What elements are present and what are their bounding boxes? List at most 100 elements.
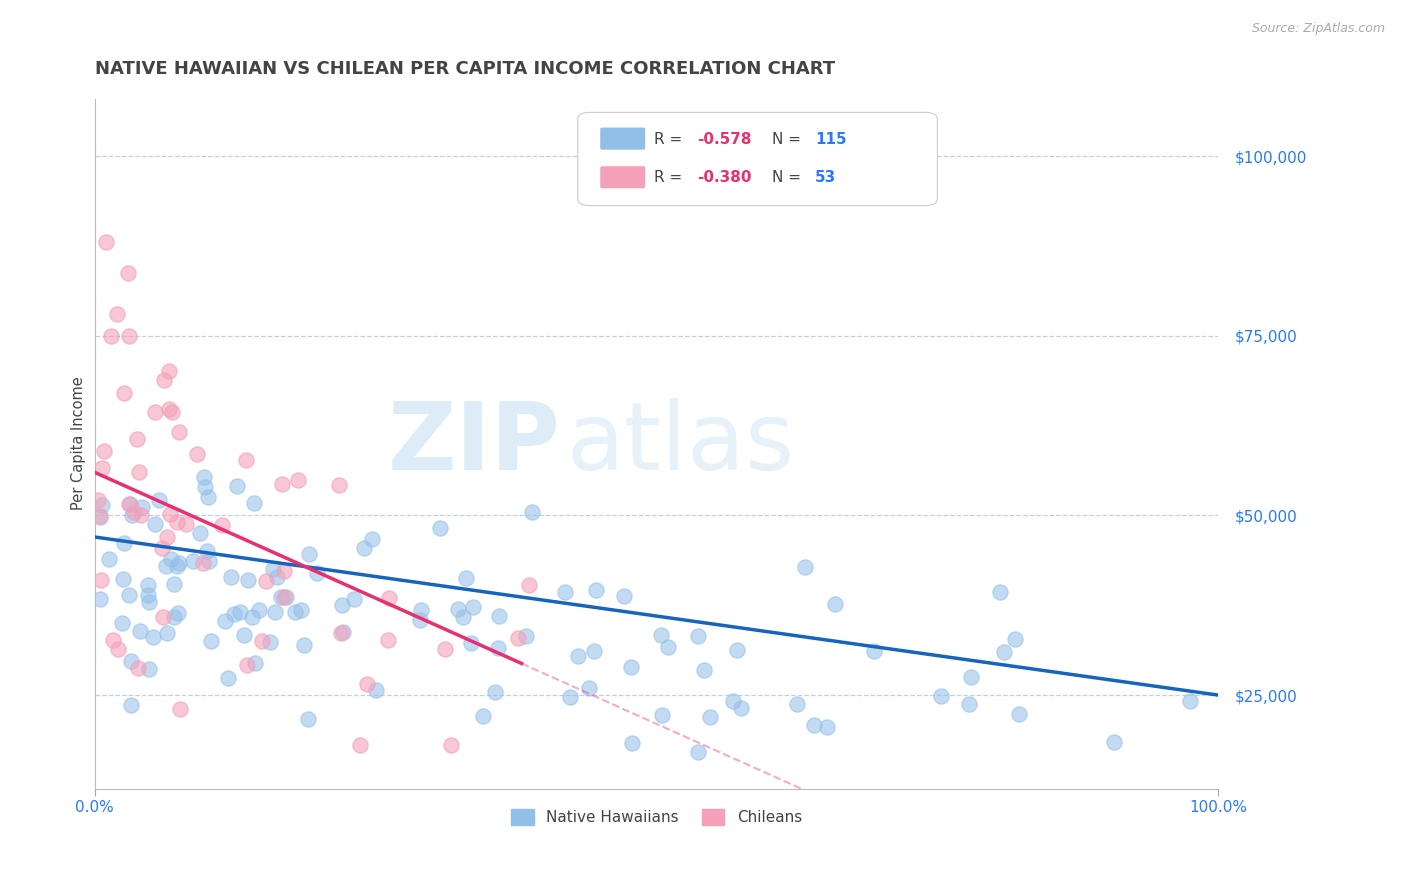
Point <box>342 591 364 606</box>
Point <box>107 642 129 657</box>
Point <box>440 739 463 753</box>
Point <box>118 588 141 602</box>
Point <box>657 640 679 654</box>
Point <box>153 373 176 387</box>
FancyBboxPatch shape <box>600 128 645 150</box>
Point <box>429 521 451 535</box>
Point <box>217 671 239 685</box>
Point <box>160 405 183 419</box>
Point <box>214 614 236 628</box>
Point <box>148 493 170 508</box>
Text: 115: 115 <box>815 132 846 146</box>
Point <box>259 635 281 649</box>
Point <box>360 532 382 546</box>
Point <box>1008 707 1031 722</box>
Point <box>699 709 721 723</box>
Point <box>166 559 188 574</box>
Point <box>89 509 111 524</box>
Text: R =: R = <box>654 170 688 186</box>
FancyBboxPatch shape <box>600 166 645 188</box>
Point <box>454 571 477 585</box>
Point <box>163 577 186 591</box>
Point <box>117 266 139 280</box>
Point <box>143 516 166 531</box>
Point <box>103 633 125 648</box>
Point <box>235 658 257 673</box>
Point <box>129 508 152 523</box>
Point <box>111 615 134 630</box>
Point <box>307 566 329 580</box>
Point <box>1178 693 1201 707</box>
Point <box>166 607 188 621</box>
Point <box>651 707 673 722</box>
Point <box>91 460 114 475</box>
Point <box>122 505 145 519</box>
Point <box>409 613 432 627</box>
Point <box>254 574 277 589</box>
Point <box>112 386 135 401</box>
Point <box>522 504 544 518</box>
Point <box>136 578 159 592</box>
Point <box>155 559 177 574</box>
Point <box>461 600 484 615</box>
Point <box>863 643 886 657</box>
Point <box>332 624 354 639</box>
Point <box>988 585 1011 599</box>
Point <box>460 636 482 650</box>
Point <box>650 628 672 642</box>
FancyBboxPatch shape <box>578 112 938 205</box>
Point <box>94 235 117 250</box>
Point <box>377 633 399 648</box>
Text: ZIP: ZIP <box>388 398 561 490</box>
Point <box>287 473 309 487</box>
Point <box>118 497 141 511</box>
Point <box>508 631 530 645</box>
Point <box>236 573 259 587</box>
Point <box>163 610 186 624</box>
Point <box>240 610 263 624</box>
Point <box>567 648 589 663</box>
Point <box>128 465 150 479</box>
Point <box>188 525 211 540</box>
Legend: Native Hawaiians, Chileans: Native Hawaiians, Chileans <box>503 801 810 832</box>
Point <box>112 536 135 550</box>
Point <box>120 654 142 668</box>
Point <box>142 630 165 644</box>
Point <box>794 560 817 574</box>
Point <box>200 634 222 648</box>
Point <box>169 702 191 716</box>
Text: N =: N = <box>772 170 806 186</box>
Point <box>181 554 204 568</box>
Point <box>433 641 456 656</box>
Point <box>619 660 641 674</box>
Point <box>174 517 197 532</box>
Point <box>222 607 245 621</box>
Point <box>129 624 152 639</box>
Point <box>229 605 252 619</box>
Point <box>447 602 470 616</box>
Point <box>159 507 181 521</box>
Point <box>356 677 378 691</box>
Text: NATIVE HAWAIIAN VS CHILEAN PER CAPITA INCOME CORRELATION CHART: NATIVE HAWAIIAN VS CHILEAN PER CAPITA IN… <box>94 60 835 78</box>
Point <box>100 328 122 343</box>
Point <box>929 689 952 703</box>
Point <box>721 694 744 708</box>
Text: N =: N = <box>772 132 806 146</box>
Point <box>264 605 287 619</box>
Point <box>245 657 267 671</box>
Point <box>156 625 179 640</box>
Point <box>191 556 214 570</box>
Point <box>89 591 111 606</box>
Point <box>138 663 160 677</box>
Point <box>292 638 315 652</box>
Text: -0.578: -0.578 <box>697 132 751 146</box>
Text: 53: 53 <box>815 170 837 186</box>
Point <box>273 591 295 605</box>
Point <box>730 701 752 715</box>
Point <box>150 541 173 555</box>
Point <box>1102 735 1125 749</box>
Point <box>583 644 606 658</box>
Point <box>1004 632 1026 646</box>
Point <box>517 578 540 592</box>
Point <box>121 508 143 522</box>
